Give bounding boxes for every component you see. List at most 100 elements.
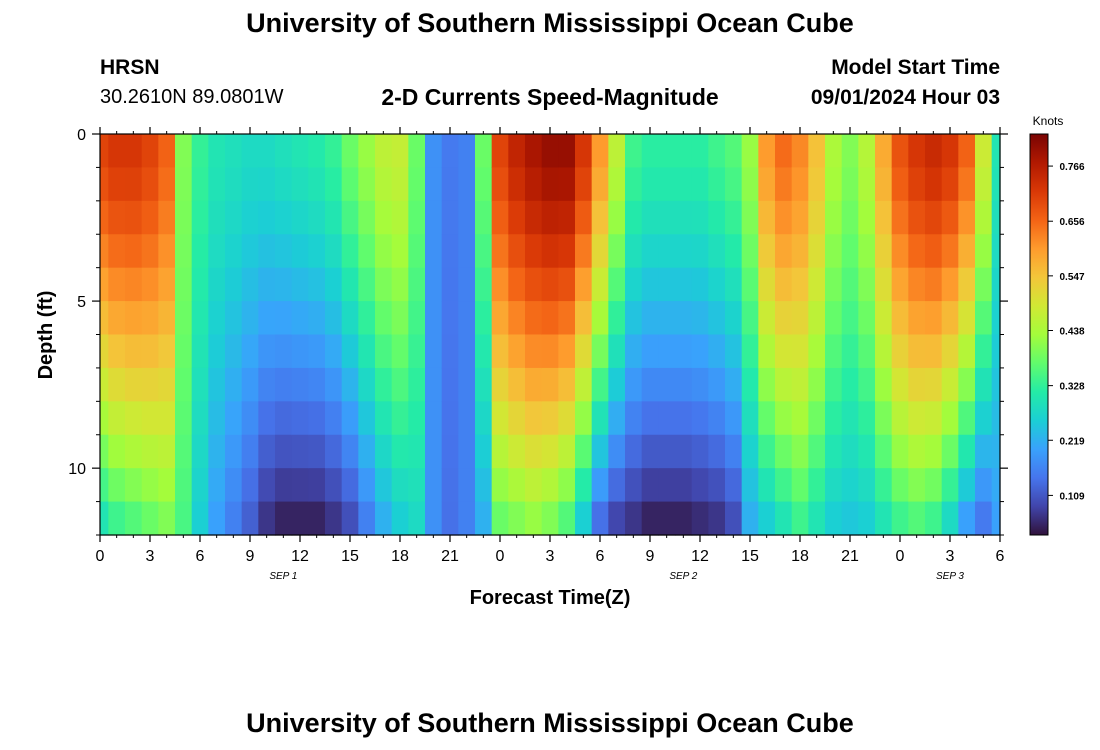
heatmap-cell — [425, 301, 443, 336]
heatmap-cell — [891, 434, 909, 469]
heatmap-cell — [525, 434, 543, 469]
heatmap-cell — [391, 234, 409, 269]
heatmap-cell — [458, 367, 476, 402]
heatmap-chart: 0 3 6 9 12 15 18 21 0 3 6 9 12 15 18 21 0 3 6 SEP 1 SEP 2 SEP… — [35, 114, 1085, 609]
heatmap-cell — [308, 367, 326, 402]
heatmap-cell — [658, 234, 676, 269]
heatmap-cell — [175, 267, 193, 302]
heatmap-cell — [675, 401, 693, 436]
heatmap-cell — [308, 134, 326, 169]
heatmap-cell — [691, 200, 709, 235]
heatmap-cell — [608, 401, 626, 436]
heatmap-cell — [508, 367, 526, 402]
heatmap-cell — [941, 200, 959, 235]
heatmap-cell — [541, 367, 559, 402]
heatmap-cell — [525, 468, 543, 503]
heatmap-cell — [291, 200, 309, 235]
heatmap-cell — [458, 167, 476, 202]
heatmap-cell — [191, 501, 209, 536]
heatmap-cell — [408, 200, 426, 235]
heatmap-cell — [458, 234, 476, 269]
heatmap-cell — [891, 401, 909, 436]
x-tick-label: 18 — [791, 548, 809, 565]
heatmap-cell — [325, 134, 343, 169]
heatmap-cell — [641, 501, 659, 536]
heatmap-cell — [325, 200, 343, 235]
heatmap-cell — [375, 367, 393, 402]
heatmap-cell — [125, 434, 143, 469]
heatmap-cell — [408, 301, 426, 336]
x-axis-label: Forecast Time(Z) — [470, 587, 631, 609]
heatmap-cell — [941, 301, 959, 336]
heatmap-cell — [591, 401, 609, 436]
heatmap-cell — [858, 234, 876, 269]
heatmap-cell — [925, 367, 943, 402]
heatmap-cell — [875, 434, 893, 469]
heatmap-cell — [375, 167, 393, 202]
heatmap-cell — [225, 501, 243, 536]
heatmap-cell — [608, 501, 626, 536]
model-start-value: 09/01/2024 Hour 03 — [810, 86, 1000, 109]
heatmap-cell — [975, 401, 993, 436]
heatmap-cell — [158, 367, 176, 402]
heatmap-cell — [941, 167, 959, 202]
heatmap-cell — [825, 367, 843, 402]
heatmap-cell — [325, 234, 343, 269]
heatmap-cell — [441, 468, 459, 503]
heatmap-cell — [791, 301, 809, 336]
heatmap-cell — [708, 167, 726, 202]
heatmap-cell — [408, 267, 426, 302]
heatmap-cell — [358, 401, 376, 436]
heatmap-cell — [491, 234, 509, 269]
heatmap-cell — [158, 134, 176, 169]
heatmap-cell — [225, 234, 243, 269]
heatmap-cell — [691, 334, 709, 369]
heatmap-cell — [991, 367, 1001, 402]
heatmap-cell — [541, 468, 559, 503]
heatmap-cell — [100, 501, 109, 536]
heatmap-cell — [291, 301, 309, 336]
heatmap-cell — [241, 301, 259, 336]
heatmap-cell — [775, 167, 793, 202]
heatmap-cell — [675, 434, 693, 469]
heatmap-cell — [558, 334, 576, 369]
heatmap-cell — [841, 501, 859, 536]
heatmap-cell — [708, 301, 726, 336]
heatmap-cell — [925, 167, 943, 202]
heatmap-cell — [708, 200, 726, 235]
model-start-label: Model Start Time — [831, 56, 1000, 79]
heatmap-cell — [608, 234, 626, 269]
heatmap-cell — [475, 301, 493, 336]
heatmap-cell — [191, 301, 209, 336]
heatmap-cell — [225, 301, 243, 336]
heatmap-cell — [675, 301, 693, 336]
heatmap-cell — [941, 367, 959, 402]
heatmap-cell — [725, 401, 743, 436]
heatmap-cell — [191, 334, 209, 369]
heatmap-cell — [191, 134, 209, 169]
heatmap-cell — [908, 367, 926, 402]
heatmap-cell — [875, 367, 893, 402]
x-tick-label: 0 — [96, 548, 105, 565]
heatmap-cell — [158, 167, 176, 202]
heatmap-cell — [291, 134, 309, 169]
heatmap-cell — [741, 434, 759, 469]
heatmap-cell — [958, 134, 976, 169]
heatmap-cell — [641, 267, 659, 302]
heatmap-cell — [541, 434, 559, 469]
heatmap-cell — [325, 267, 343, 302]
heatmap-cell — [375, 200, 393, 235]
heatmap-cell — [891, 501, 909, 536]
heatmap-cell — [958, 200, 976, 235]
heatmap-cell — [775, 501, 793, 536]
heatmap-cell — [491, 468, 509, 503]
heatmap-cell — [408, 434, 426, 469]
heatmap-cell — [491, 167, 509, 202]
heatmap-cell — [208, 501, 226, 536]
heatmap-cell — [141, 134, 159, 169]
heatmap-cell — [741, 334, 759, 369]
heatmap-cell — [791, 367, 809, 402]
heatmap-cell — [208, 200, 226, 235]
y-tick-label: 10 — [68, 461, 86, 478]
heatmap-cell — [591, 434, 609, 469]
